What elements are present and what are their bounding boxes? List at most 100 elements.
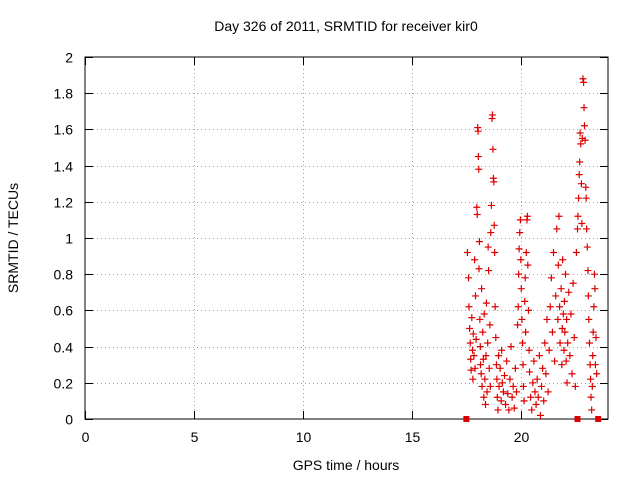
- y-tick-label: 0.2: [54, 376, 74, 392]
- data-point: [590, 270, 598, 278]
- data-point: [522, 328, 530, 336]
- data-point: [519, 361, 527, 369]
- data-point: [475, 265, 483, 273]
- data-point: [550, 248, 558, 256]
- data-point: [575, 171, 583, 179]
- data-point: [484, 339, 492, 347]
- data-point: [543, 315, 551, 323]
- data-point: [482, 352, 490, 360]
- data-point: [493, 393, 501, 401]
- data-point: [560, 297, 568, 305]
- data-point: [515, 245, 523, 253]
- data-point: [585, 339, 593, 347]
- data-point: [517, 285, 525, 293]
- data-point: [482, 299, 490, 307]
- data-point: [574, 212, 582, 220]
- zero-value-marker: [463, 416, 470, 422]
- y-tick-label: 1.4: [54, 159, 74, 175]
- data-point: [475, 238, 483, 246]
- data-point: [465, 274, 473, 282]
- data-point: [587, 375, 595, 383]
- data-point: [593, 370, 601, 378]
- data-point: [551, 357, 559, 365]
- x-tick-label: 5: [191, 429, 199, 445]
- data-point: [535, 352, 543, 360]
- data-point: [576, 129, 584, 137]
- data-point: [536, 411, 544, 419]
- data-point: [531, 388, 539, 396]
- data-point: [514, 321, 522, 329]
- data-point: [481, 375, 489, 383]
- data-point: [498, 346, 506, 354]
- data-point: [526, 368, 534, 376]
- data-point: [477, 361, 485, 369]
- data-point: [522, 248, 530, 256]
- data-point: [466, 339, 474, 347]
- data-point: [521, 297, 529, 305]
- data-point: [561, 328, 569, 336]
- data-point: [483, 388, 491, 396]
- data-point: [480, 393, 488, 401]
- data-point: [474, 127, 482, 135]
- data-point: [580, 104, 588, 112]
- data-point: [529, 379, 537, 387]
- y-tick-label: 0.6: [54, 303, 74, 319]
- data-point: [584, 267, 592, 275]
- data-point: [465, 303, 473, 311]
- data-point: [470, 352, 478, 360]
- data-point: [484, 243, 492, 251]
- data-point: [486, 321, 494, 329]
- data-point: [504, 390, 512, 398]
- data-point: [554, 261, 562, 269]
- data-point: [496, 364, 504, 372]
- y-tick-label: 2: [65, 50, 73, 66]
- data-point: [559, 310, 567, 318]
- data-point: [521, 274, 529, 282]
- data-point: [544, 388, 552, 396]
- data-point: [471, 364, 479, 372]
- data-point: [517, 256, 525, 264]
- data-point: [506, 375, 514, 383]
- x-tick-label: 10: [296, 429, 312, 445]
- data-point: [475, 165, 483, 173]
- data-point: [509, 382, 517, 390]
- data-point: [505, 406, 513, 414]
- data-point: [467, 366, 475, 374]
- data-point: [571, 382, 579, 390]
- data-point: [489, 145, 497, 153]
- data-point: [545, 346, 553, 354]
- data-point: [582, 194, 590, 202]
- data-point: [568, 370, 576, 378]
- data-point: [577, 140, 585, 148]
- data-point: [511, 364, 519, 372]
- data-point: [582, 183, 590, 191]
- data-point: [569, 279, 577, 287]
- data-point: [558, 361, 566, 369]
- data-point: [469, 330, 477, 338]
- data-point: [577, 180, 585, 188]
- data-point: [469, 375, 477, 383]
- data-point: [565, 288, 573, 296]
- data-point: [467, 355, 475, 363]
- data-point: [566, 352, 574, 360]
- data-point: [485, 267, 493, 275]
- data-point: [555, 212, 563, 220]
- data-point: [476, 315, 484, 323]
- data-point: [589, 328, 597, 336]
- data-point: [532, 401, 540, 409]
- data-point: [479, 328, 487, 336]
- axis-ticks: 00.20.40.60.811.21.41.61.820 5 10 15 20: [54, 50, 608, 445]
- data-point: [541, 339, 549, 347]
- data-point: [554, 315, 562, 323]
- data-point: [559, 256, 567, 264]
- data-point: [570, 334, 578, 342]
- data-point: [585, 315, 593, 323]
- data-point: [490, 221, 498, 229]
- chart-title: Day 326 of 2011, SRMTID for receiver kir…: [214, 18, 478, 34]
- y-tick-label: 0.8: [54, 267, 74, 283]
- data-point: [589, 352, 597, 360]
- data-point: [514, 303, 522, 311]
- data-point: [518, 315, 526, 323]
- data-point: [564, 339, 572, 347]
